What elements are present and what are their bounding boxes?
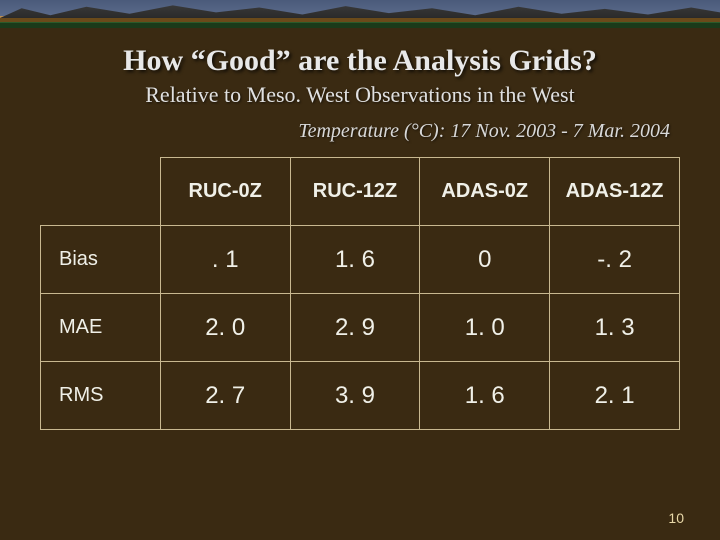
decorative-landscape-banner [0,0,720,28]
table-row: MAE 2. 0 2. 9 1. 0 1. 3 [41,294,680,362]
cell: 0 [420,226,550,294]
table-row: RMS 2. 7 3. 9 1. 6 2. 1 [41,362,680,430]
cell: 1. 6 [420,362,550,430]
row-label: RMS [41,362,161,430]
table-row: Bias . 1 1. 6 0 -. 2 [41,226,680,294]
cell: 2. 7 [160,362,290,430]
table-corner-cell [41,158,161,226]
row-label: Bias [41,226,161,294]
slide-caption: Temperature (°C): 17 Nov. 2003 - 7 Mar. … [40,120,670,143]
table-header-row: RUC-0Z RUC-12Z ADAS-0Z ADAS-12Z [41,158,680,226]
col-header: RUC-0Z [160,158,290,226]
col-header: RUC-12Z [290,158,420,226]
cell: 1. 3 [550,294,680,362]
ground-band-2 [0,22,720,28]
cell: 1. 0 [420,294,550,362]
cell: 2. 9 [290,294,420,362]
cell: . 1 [160,226,290,294]
cell: 3. 9 [290,362,420,430]
col-header: ADAS-12Z [550,158,680,226]
cell: 1. 6 [290,226,420,294]
slide-subtitle: Relative to Meso. West Observations in t… [40,82,680,108]
row-label: MAE [41,294,161,362]
analysis-grid-table: RUC-0Z RUC-12Z ADAS-0Z ADAS-12Z Bias . 1… [40,157,680,430]
cell: 2. 1 [550,362,680,430]
cell: 2. 0 [160,294,290,362]
col-header: ADAS-0Z [420,158,550,226]
cell: -. 2 [550,226,680,294]
slide-title: How “Good” are the Analysis Grids? [40,44,680,78]
page-number: 10 [668,510,684,526]
slide-content: How “Good” are the Analysis Grids? Relat… [0,28,720,430]
